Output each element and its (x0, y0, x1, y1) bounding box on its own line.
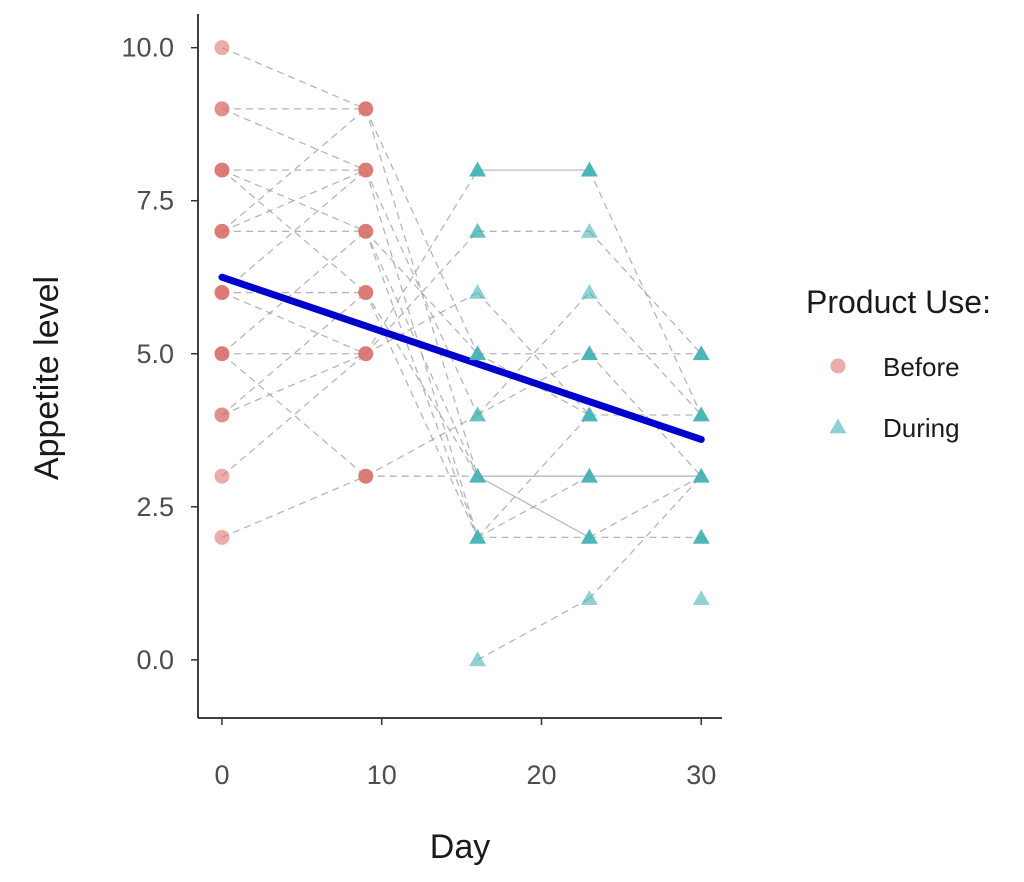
y-axis-title: Appetite level (28, 276, 66, 480)
subject-line (477, 414, 590, 538)
x-tick-label: 30 (686, 760, 716, 790)
legend-during-marker (829, 418, 847, 434)
before-point (214, 407, 230, 423)
y-tick-label: 0.0 (136, 645, 174, 675)
before-point (214, 346, 230, 362)
subject-line (365, 230, 479, 355)
legend-label-during: During (883, 413, 960, 443)
before-point (358, 285, 374, 301)
x-axis-title: Day (430, 828, 490, 866)
during-point (580, 528, 598, 544)
subject-line (365, 108, 479, 355)
subject-line (221, 291, 366, 355)
during-point (469, 467, 487, 483)
subject-line (221, 169, 367, 294)
during-point (469, 651, 487, 667)
during-point (469, 345, 487, 361)
before-point (214, 468, 230, 484)
subject-line (588, 230, 702, 355)
legend: Product Use: Before During (806, 284, 991, 443)
subject-line (365, 292, 479, 538)
subject-line (221, 353, 367, 477)
y-tick-label: 10.0 (121, 33, 174, 63)
x-tick-label: 10 (367, 760, 397, 790)
y-tick-label: 7.5 (136, 186, 174, 216)
subject-line (365, 108, 479, 477)
subject-line (365, 169, 479, 355)
subject-line (221, 108, 366, 171)
subject-line (221, 353, 367, 477)
subject-line (221, 47, 366, 110)
y-tick-label: 2.5 (136, 492, 174, 522)
axes: 0.0 2.5 5.0 7.5 10.0 0 10 20 30 Day Appetite level (28, 14, 722, 866)
during-point (692, 528, 710, 544)
before-point (358, 162, 374, 178)
during-point (692, 590, 710, 606)
during-point (580, 222, 598, 238)
subject-line (221, 230, 367, 355)
trend-line-group (218, 273, 705, 443)
before-point (214, 101, 230, 117)
before-point (214, 223, 230, 239)
subject-line (221, 292, 367, 416)
during-point (580, 284, 598, 299)
subject-line (221, 108, 367, 232)
subject-lines (221, 47, 702, 661)
during-point (469, 406, 487, 422)
before-point (214, 162, 230, 178)
y-tick-label: 5.0 (136, 339, 174, 369)
subject-line (589, 475, 702, 538)
during-point (469, 161, 487, 177)
data-points (214, 40, 710, 667)
during-point (580, 345, 598, 361)
during-point (580, 467, 598, 483)
during-point (580, 590, 598, 606)
during-point (692, 345, 710, 361)
during-point (580, 406, 598, 422)
during-point (469, 528, 487, 544)
x-tick-label: 0 (214, 760, 229, 790)
subject-line (477, 292, 590, 416)
subject-line (365, 169, 479, 538)
before-point (214, 40, 230, 56)
during-point (580, 161, 598, 177)
subject-line (221, 169, 366, 232)
subject-line (221, 475, 366, 539)
subject-line (221, 353, 366, 416)
legend-before-marker (830, 358, 846, 374)
subject-line (477, 598, 590, 661)
during-point (692, 467, 710, 483)
before-point (214, 529, 230, 545)
before-point (358, 223, 374, 239)
subject-line (588, 292, 702, 416)
legend-label-before: Before (883, 352, 960, 382)
before-point (358, 468, 374, 484)
during-point (469, 222, 487, 238)
subject-line (588, 353, 702, 477)
subject-line (588, 475, 702, 600)
before-point (358, 101, 374, 117)
subject-line (365, 231, 479, 477)
during-point (692, 406, 710, 422)
subject-line (588, 169, 702, 416)
subject-line (221, 169, 367, 294)
subject-line (477, 475, 590, 538)
before-point (358, 346, 374, 362)
trend-line (218, 273, 705, 443)
during-point (469, 284, 487, 299)
subject-line (365, 291, 478, 355)
subject-line (365, 414, 478, 477)
x-tick-label: 20 (526, 760, 556, 790)
legend-title: Product Use: (806, 284, 991, 320)
subject-line (365, 231, 479, 538)
before-point (214, 285, 230, 301)
subject-line (365, 169, 479, 416)
